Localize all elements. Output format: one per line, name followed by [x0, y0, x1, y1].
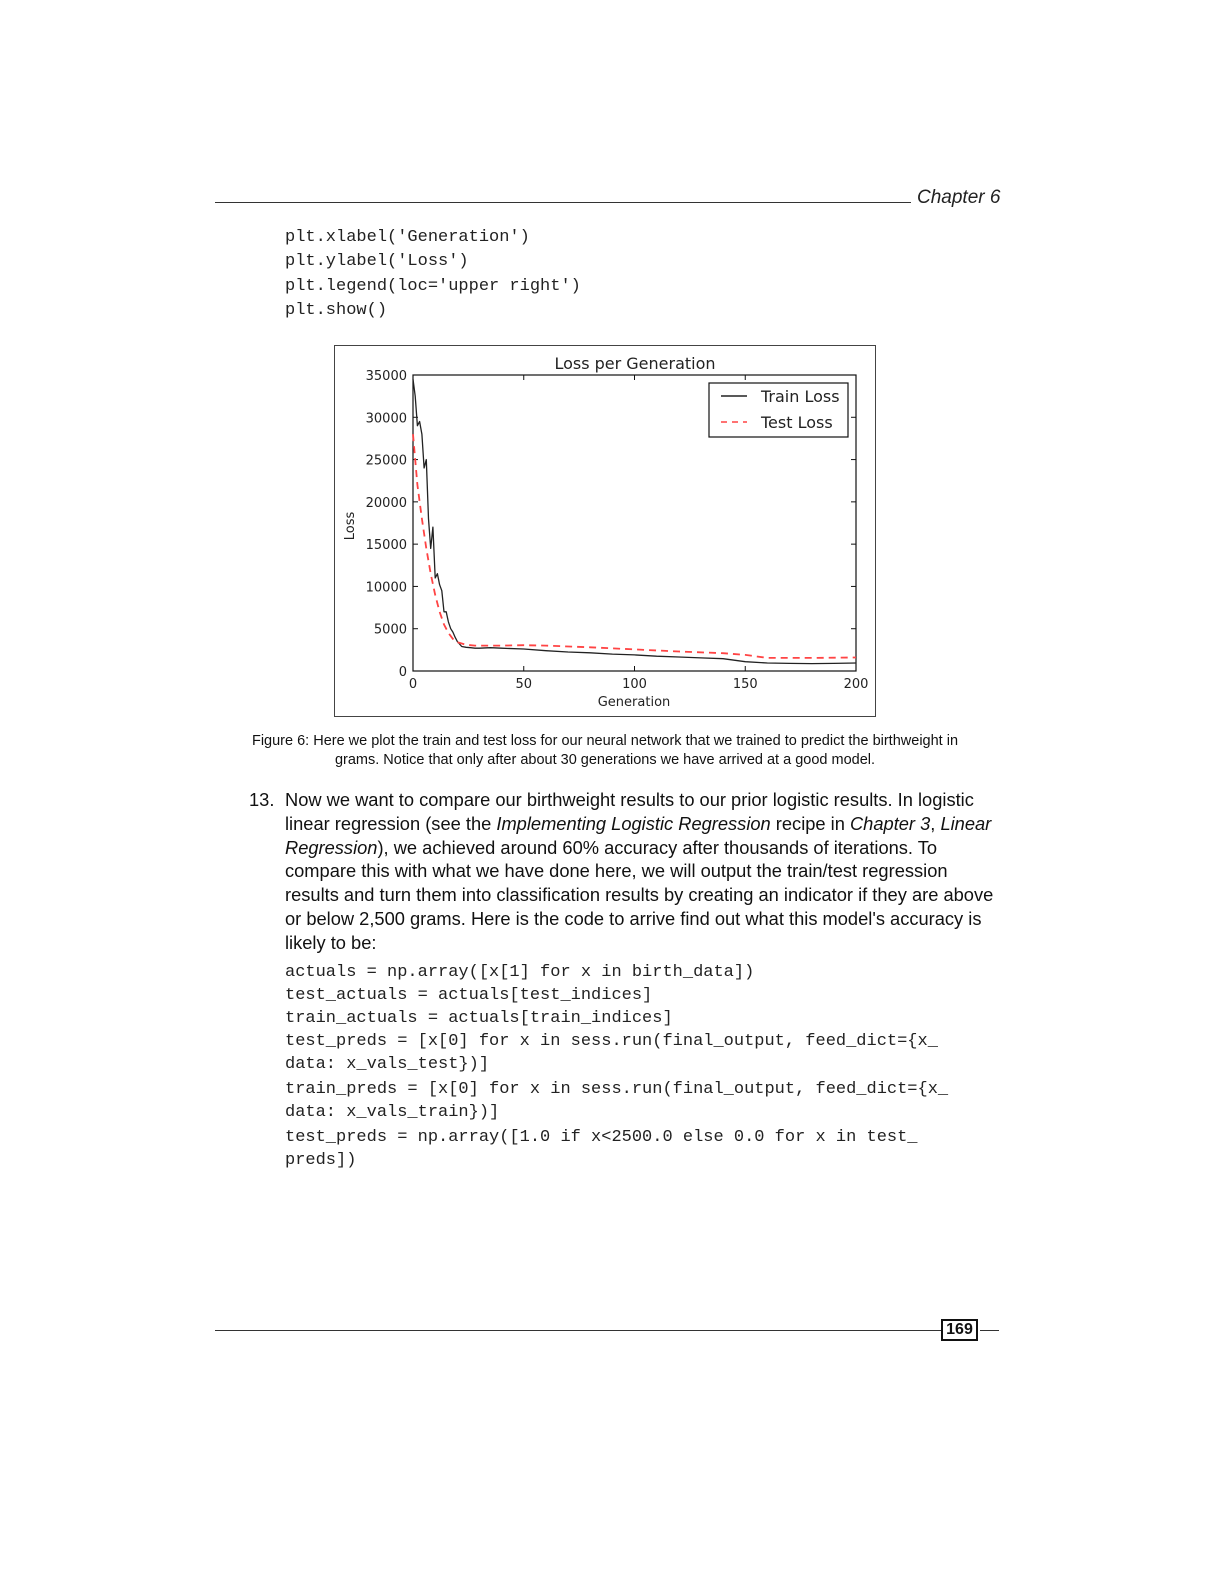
figure-caption: Figure 6: Here we plot the train and tes…: [225, 732, 985, 770]
legend-label-test: Test Loss: [760, 413, 833, 432]
code-block-accuracy: actuals = np.array([x[1] for x in birth_…: [285, 961, 948, 1172]
loss-chart-svg: Loss per Generation 05000100001500020000…: [343, 354, 869, 710]
step-text-part: recipe in: [770, 812, 850, 834]
y-tick-label: 35000: [366, 369, 407, 384]
code-line: plt.ylabel('Loss'): [285, 252, 469, 272]
x-tick-label: 50: [515, 677, 532, 692]
code-line: test_preds = np.array([1.0 if x<2500.0 e…: [285, 1128, 918, 1147]
code-line: data: x_vals_test})]: [285, 1055, 490, 1074]
step-text-part: Now we want to compare our birthweight r…: [285, 789, 974, 834]
header-rule: [215, 202, 911, 203]
test-loss-line: [412, 434, 857, 659]
caption-line: Figure 6: Here we plot the train and tes…: [251, 733, 959, 749]
step-text-part: ), we achieved around 60% accuracy after…: [285, 836, 994, 953]
x-tick-label: 150: [733, 677, 758, 692]
step-paragraph: Now we want to compare our birthweight r…: [285, 788, 1001, 955]
code-line: test_actuals = actuals[test_indices]: [285, 986, 653, 1005]
train-loss-line: [412, 379, 857, 665]
code-line: plt.xlabel('Generation'): [285, 228, 530, 247]
code-line: train_preds = [x[0] for x in sess.run(fi…: [285, 1080, 949, 1099]
legend-label-train: Train Loss: [760, 387, 840, 406]
legend-box: [708, 382, 849, 438]
y-axis-label: Loss: [343, 512, 358, 541]
step-number: 13.: [249, 789, 275, 810]
y-tick-label: 0: [399, 665, 407, 680]
y-tick-label: 25000: [366, 454, 407, 469]
x-tick-label: 100: [622, 677, 647, 692]
legend: Train Loss Test Loss: [708, 382, 849, 438]
code-block-plot: plt.xlabel('Generation') plt.ylabel('Loss…: [285, 226, 581, 323]
code-line: plt.legend(loc='upper right'): [285, 276, 581, 296]
code-line: plt.show(): [285, 300, 388, 320]
x-axis-ticks: 0 50 100 150 200: [409, 375, 869, 692]
step-emphasis: Linear Regression: [285, 812, 992, 858]
x-tick-label: 0: [409, 677, 417, 692]
y-tick-label: 20000: [366, 496, 407, 511]
step-emphasis: Implementing Logistic Regression: [496, 812, 771, 834]
y-tick-label: 15000: [366, 538, 407, 553]
code-line: train_actuals = actuals[train_indices]: [285, 1009, 673, 1028]
footer-rule: [215, 1330, 942, 1331]
caption-line: grams. Notice that only after about 30 g…: [334, 752, 876, 768]
y-tick-label: 5000: [374, 623, 407, 638]
code-line: preds]): [285, 1151, 357, 1170]
footer-rule: [980, 1330, 999, 1331]
series-lines: [412, 379, 857, 665]
x-axis-label: Generation: [598, 695, 671, 710]
page-number: 169: [941, 1319, 978, 1341]
chart-title: Loss per Generation: [554, 354, 715, 373]
x-tick-label: 200: [844, 677, 869, 692]
step-emphasis: Chapter 3: [849, 812, 931, 834]
step-text-part: ,: [930, 812, 941, 834]
y-tick-label: 10000: [366, 580, 407, 595]
chapter-label: Chapter 6: [917, 187, 1001, 208]
code-line: actuals = np.array([x[1] for x in birth_…: [285, 963, 755, 982]
y-tick-label: 30000: [366, 411, 407, 426]
code-line: data: x_vals_train})]: [285, 1103, 500, 1122]
code-line: test_preds = [x[0] for x in sess.run(fin…: [285, 1032, 938, 1051]
figure-loss-chart: Loss per Generation 0 5000 10000 15000 20000…: [334, 345, 876, 717]
